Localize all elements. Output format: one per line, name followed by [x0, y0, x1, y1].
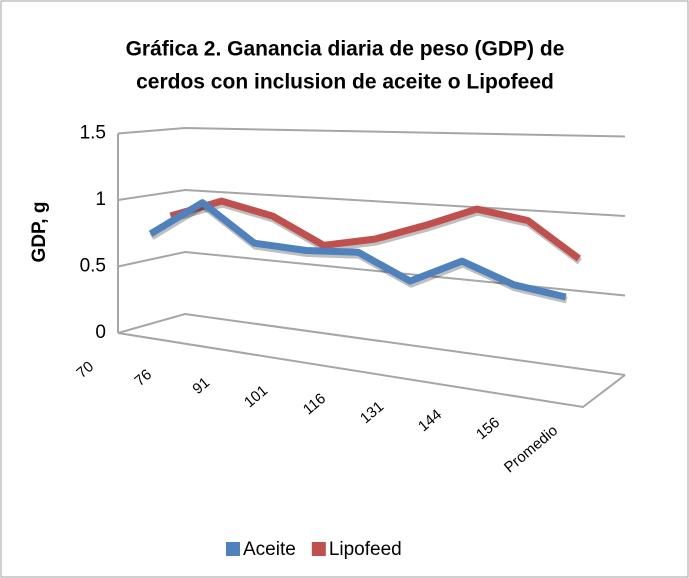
- y-axis-label: GDP, g: [29, 202, 50, 263]
- y-tick-label: 0.5: [80, 256, 106, 277]
- y-tick-label: 1: [95, 189, 106, 210]
- grid-line: [117, 126, 626, 138]
- floor-edge: [117, 332, 626, 409]
- grid-line: [117, 312, 626, 376]
- grid-line: [117, 250, 626, 297]
- chart-title: Gráfica 2. Ganancia diaria de peso (GDP)…: [126, 38, 565, 61]
- y-tick-label: 1.5: [80, 123, 106, 144]
- legend-swatch: [226, 542, 240, 556]
- line-series: [169, 197, 581, 262]
- legend-swatch: [311, 542, 326, 556]
- legend-label: Lipofeed: [329, 539, 402, 560]
- chart-title: cerdos con inclusion de aceite o Lipofee…: [136, 71, 554, 94]
- legend-label: Aceite: [243, 539, 296, 560]
- line-series: [148, 199, 567, 301]
- y-tick-label: 0: [95, 322, 106, 343]
